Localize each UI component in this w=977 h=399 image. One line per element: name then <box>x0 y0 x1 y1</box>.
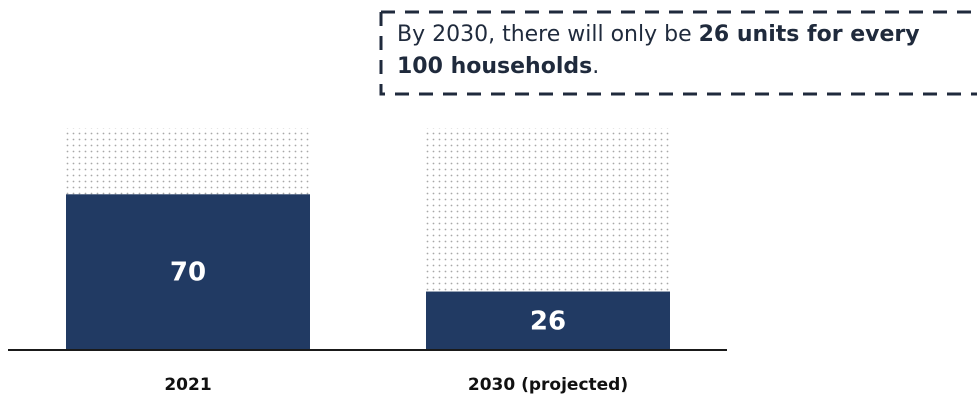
category-label: 2030 (projected) <box>468 375 628 395</box>
bar <box>66 194 310 349</box>
bar <box>426 291 670 349</box>
callout-border <box>379 10 977 96</box>
callout-text: By 2030, there will only be 26 units for… <box>397 19 957 83</box>
bar-value-label: 26 <box>530 306 566 336</box>
callout-text-bold: 26 units for every 100 households <box>397 22 920 79</box>
labels-layer: 70 2021 26 2030 (projected) <box>164 258 628 395</box>
bar-value-label: 70 <box>170 258 206 288</box>
callout-text-before: By 2030, there will only be <box>397 22 699 47</box>
bars-layer <box>66 128 670 349</box>
category-label: 2021 <box>164 375 211 395</box>
callout-box <box>379 10 977 96</box>
callout-text-after: . <box>592 54 600 79</box>
